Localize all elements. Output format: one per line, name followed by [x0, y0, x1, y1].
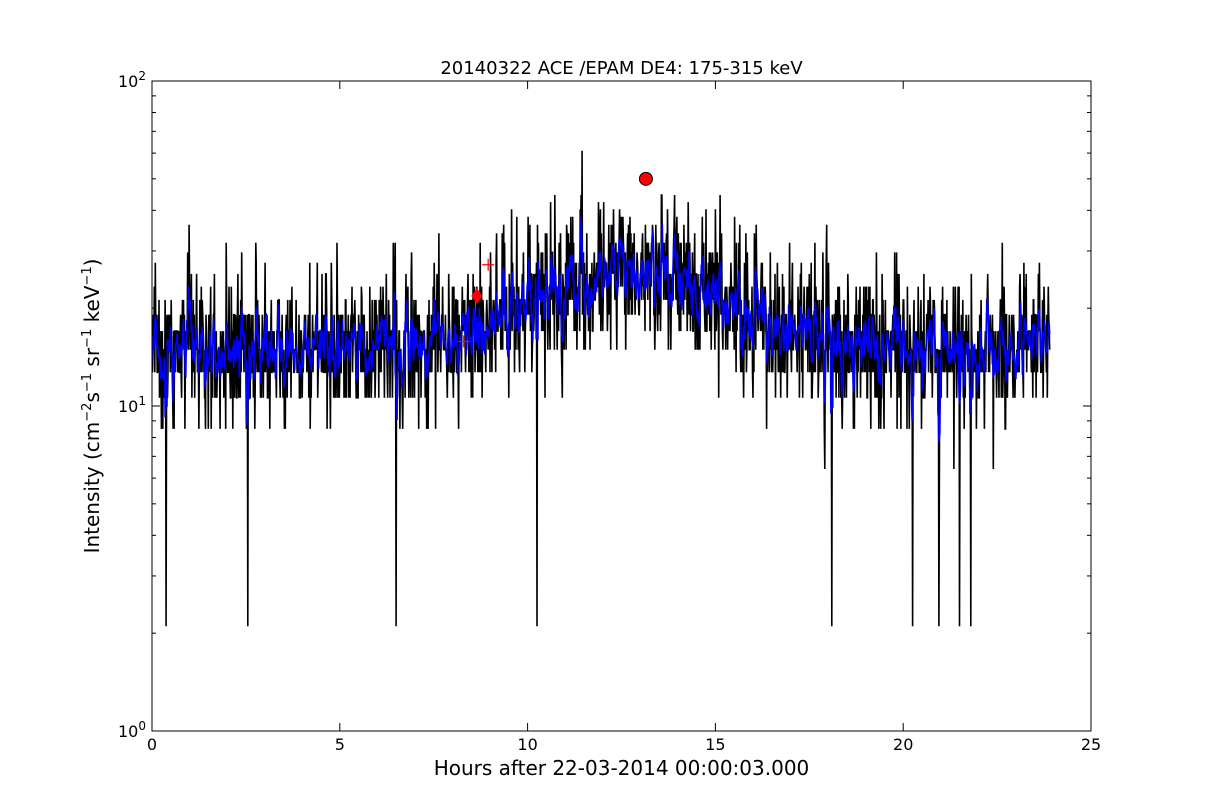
plot-area	[152, 150, 1051, 627]
plus-marker	[457, 335, 470, 348]
y-label-prefix: Intensity (cm	[80, 422, 104, 554]
peak-circle-marker	[638, 171, 653, 186]
plot-frame	[151, 80, 1092, 732]
y-tick-label: 100	[118, 719, 146, 741]
x-tick-label: 25	[1081, 735, 1101, 754]
y-label-mid2: sr	[80, 347, 104, 373]
raw-intensity-line	[152, 150, 1051, 627]
x-tick-label: 20	[893, 735, 913, 754]
y-label-suffix: )	[80, 259, 104, 267]
x-tick-label: 5	[335, 735, 345, 754]
x-tick-label: 15	[705, 735, 725, 754]
chart-title: 20140322 ACE /EPAM DE4: 175-315 keV	[440, 58, 803, 79]
marker-layer	[457, 171, 653, 348]
y-label-sup2: −1	[80, 373, 95, 392]
y-label-sup1: −2	[80, 403, 95, 422]
y-label-mid3: keV	[80, 285, 104, 329]
y-axis-label: Intensity (cm−2s−1 sr−1 keV−1)	[80, 259, 104, 554]
smoothed-intensity-line	[152, 216, 1051, 443]
x-tick-label: 10	[517, 735, 537, 754]
x-axis-label: Hours after 22-03-2014 00:00:03.000	[434, 756, 810, 780]
plus-marker	[482, 258, 495, 271]
y-label-sup4: −1	[80, 266, 95, 285]
x-tick-label: 0	[147, 735, 157, 754]
onset-diamond-marker	[471, 288, 483, 304]
y-tick-label: 101	[118, 394, 146, 416]
y-label-mid1: s	[80, 392, 104, 402]
y-tick-label: 102	[118, 69, 146, 91]
y-label-sup3: −1	[80, 329, 95, 348]
